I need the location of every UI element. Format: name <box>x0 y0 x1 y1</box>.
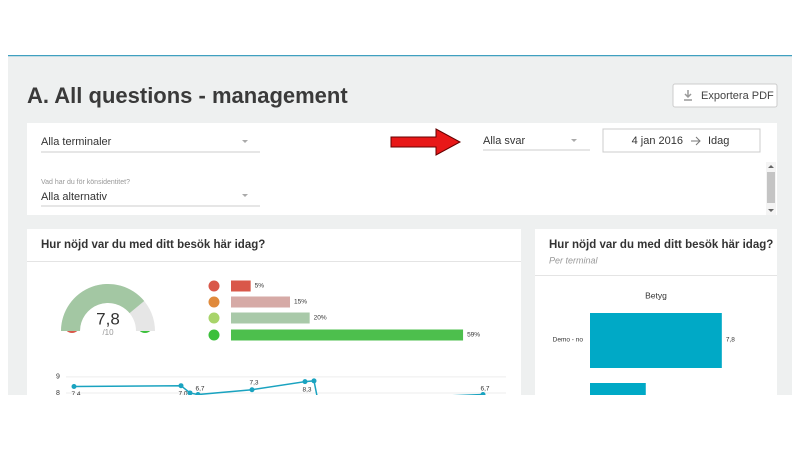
rating-face <box>208 312 220 324</box>
point-label: 6,7 <box>480 385 489 392</box>
point-label: 7,3 <box>249 379 258 386</box>
bar <box>231 329 464 341</box>
point <box>480 392 486 395</box>
rating-face <box>208 280 220 292</box>
select-value[interactable]: Alla svar <box>483 135 526 147</box>
caret <box>242 140 248 143</box>
gauge-fill <box>61 283 145 331</box>
point <box>316 399 321 404</box>
red-arrow <box>390 128 462 156</box>
bar <box>231 312 310 324</box>
bar-label: 15% <box>294 299 307 306</box>
export-button[interactable]: Exportera PDF <box>672 83 778 108</box>
category-label: Demo - no <box>553 337 584 344</box>
terminal-select[interactable]: Alla terminaler <box>41 136 260 153</box>
gauge-value: 7,8 <box>96 309 120 328</box>
question-select[interactable]: Vad har du för könsidentitet? Alla alter… <box>41 179 260 207</box>
answers-select[interactable]: Alla svar <box>483 135 590 151</box>
point <box>249 387 255 393</box>
point <box>71 384 77 389</box>
select-label: Vad har du för könsidentitet? <box>41 179 130 186</box>
point <box>178 383 184 389</box>
caret <box>571 139 577 142</box>
scrollbar[interactable] <box>766 162 776 215</box>
gauge-max: /10 <box>102 328 114 337</box>
date-range[interactable]: 4 jan 2016 Idag <box>602 128 761 153</box>
bar-label: 7,8 <box>726 337 735 344</box>
rating-face <box>208 296 220 308</box>
download-icon <box>684 90 692 101</box>
thumb[interactable] <box>767 172 775 203</box>
date-box[interactable] <box>602 128 761 153</box>
point <box>187 390 193 395</box>
button-label[interactable]: Exportera PDF <box>701 90 774 102</box>
point-label: 8,3 <box>302 386 311 393</box>
bar-label: 20% <box>314 315 327 322</box>
y-tick-label: 8 <box>56 390 60 397</box>
card-title: Hur nöjd var du med ditt besök här idag? <box>41 239 265 251</box>
button-box[interactable] <box>672 83 778 108</box>
rating-face <box>208 329 220 341</box>
point <box>195 392 201 395</box>
y-tick-label: 9 <box>56 374 60 381</box>
bar <box>590 383 646 395</box>
bar <box>231 280 251 292</box>
select-value[interactable]: Alla alternativ <box>41 191 108 203</box>
date-to[interactable]: Idag <box>708 135 729 147</box>
card-title: Hur nöjd var du med ditt besök här idag? <box>549 239 773 251</box>
point-label: 7,0 <box>178 390 187 397</box>
axis-title: Betyg <box>645 290 667 300</box>
dashboard: A. All questions - management Exportera … <box>8 55 792 404</box>
bar <box>590 313 722 368</box>
bar-label: 59% <box>467 332 480 339</box>
point-label: 6,7 <box>195 385 204 392</box>
point <box>302 379 308 385</box>
left-card <box>27 229 521 395</box>
date-from[interactable]: 4 jan 2016 <box>632 135 683 147</box>
bar-label: 5% <box>255 283 265 290</box>
select-value[interactable]: Alla terminaler <box>41 136 112 148</box>
page-title: A. All questions - management <box>27 83 348 108</box>
card-subtitle: Per terminal <box>549 255 599 265</box>
bar <box>231 296 290 308</box>
arrow-icon <box>691 136 701 146</box>
point-label: 7,4 <box>71 391 80 398</box>
caret <box>242 194 248 197</box>
point <box>311 378 317 384</box>
